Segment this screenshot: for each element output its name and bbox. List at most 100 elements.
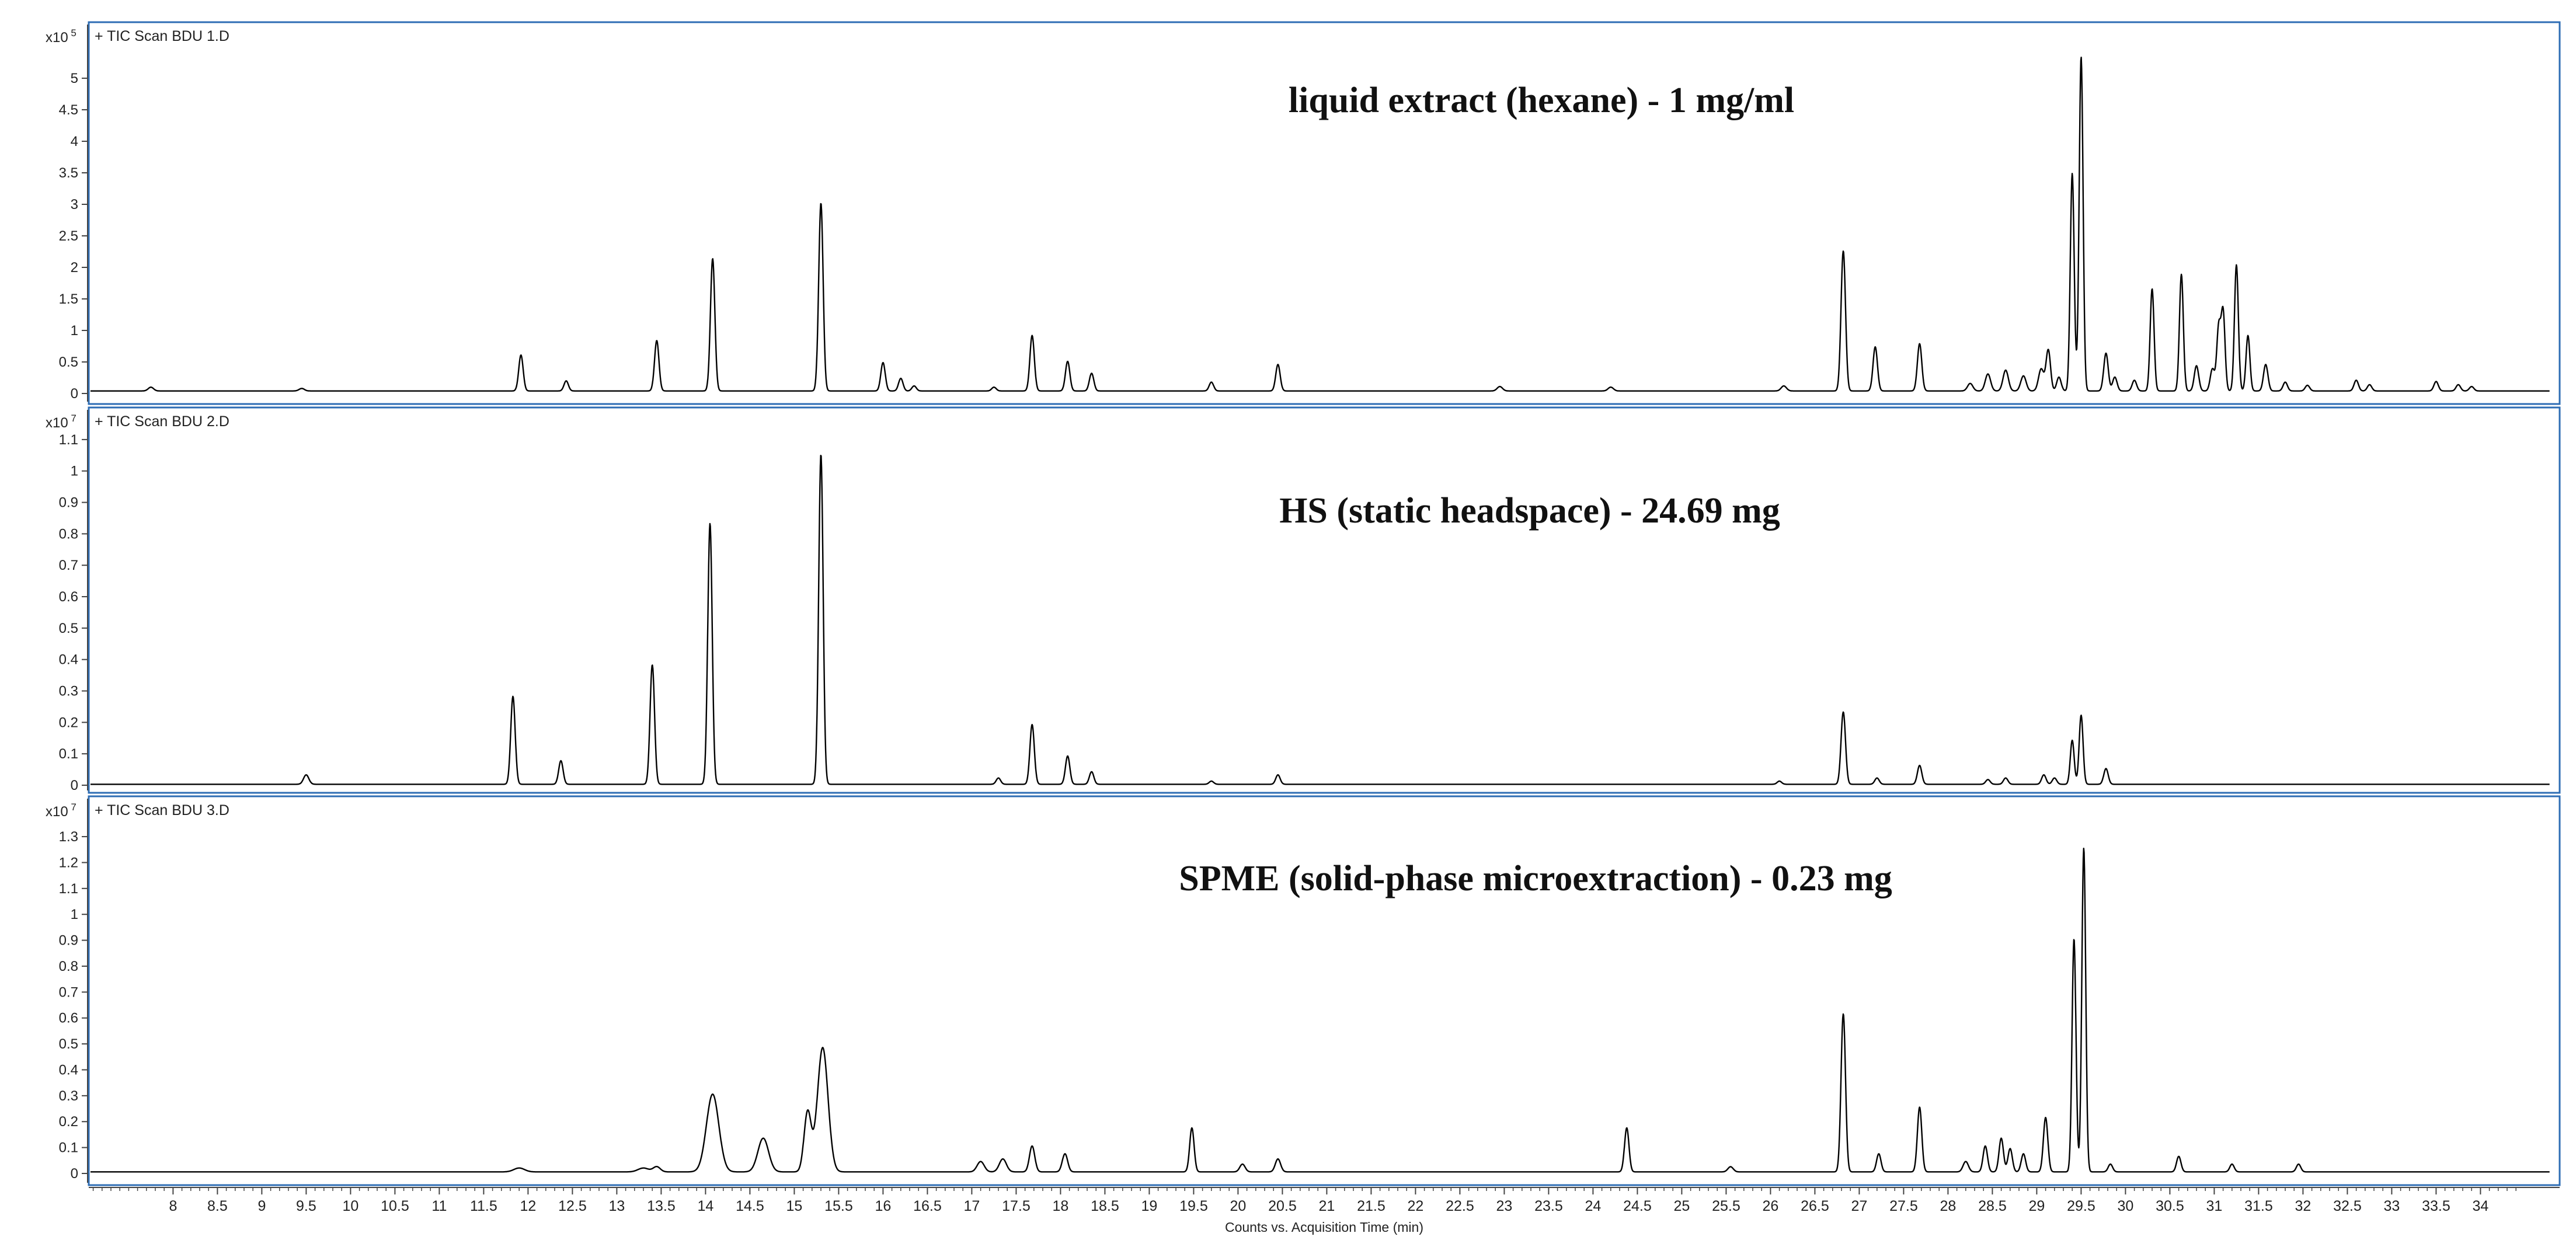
- y-tick-label: 0.1: [59, 746, 78, 762]
- y-tick-label: 0.4: [59, 652, 78, 668]
- panel-annotation: liquid extract (hexane) - 1 mg/ml: [1289, 81, 1794, 120]
- y-tick-label: 0.2: [59, 1114, 78, 1130]
- x-tick-label: 32.5: [2333, 1198, 2362, 1214]
- tic-trace: [90, 455, 2550, 785]
- panel-frame: [88, 795, 2561, 1186]
- x-tick-label: 25.5: [1712, 1198, 1740, 1214]
- x-tick-label: 23.5: [1534, 1198, 1563, 1214]
- panel-annotation: HS (static headspace) - 24.69 mg: [1279, 491, 1780, 531]
- x-tick-label: 26.5: [1801, 1198, 1829, 1214]
- x-tick-label: 14.5: [736, 1198, 764, 1214]
- y-tick-label: 5: [71, 71, 78, 86]
- x-tick-label: 30: [2117, 1198, 2133, 1214]
- x-tick-label: 31.5: [2244, 1198, 2273, 1214]
- x-tick-label: 12.5: [558, 1198, 587, 1214]
- x-axis: 8 8.5 9 9.5 10 10.5 11 11.5 12 12.5 13 13.5 14 14.5 15…: [89, 1187, 2560, 1235]
- x-axis-ticks: 8 8.5 9 9.5 10 10.5 11 11.5 12 12.5 13 13.5 14 14.5 15…: [92, 1187, 2516, 1214]
- x-tick-label: 28: [1940, 1198, 1956, 1214]
- x-tick-label: 29.5: [2067, 1198, 2095, 1214]
- chromatogram-panel-3: x10 7 + TIC Scan BDU 3.D 0 0.1 0.2 0.3 0.4 0.5 0…: [46, 795, 2561, 1186]
- x-tick-label: 11: [431, 1198, 447, 1214]
- x-tick-label: 25: [1673, 1198, 1690, 1214]
- x-tick-label: 8: [169, 1198, 177, 1214]
- x-tick-label: 17.5: [1002, 1198, 1031, 1214]
- panel-frame: [88, 406, 2561, 794]
- x-tick-label: 9: [257, 1198, 266, 1214]
- y-tick-label: 0.4: [59, 1062, 78, 1078]
- x-tick-label: 10.5: [381, 1198, 409, 1214]
- y-tick-label: 1.1: [59, 881, 78, 897]
- x-tick-label: 16: [875, 1198, 891, 1214]
- x-tick-label: 9.5: [296, 1198, 316, 1214]
- x-tick-label: 14: [697, 1198, 713, 1214]
- x-tick-label: 16.5: [913, 1198, 942, 1214]
- y-tick-label: 1: [71, 323, 78, 339]
- y-tick-label: 4.5: [59, 102, 78, 118]
- y-multiplier-label: x10 7: [46, 413, 76, 431]
- y-tick-label: 3.5: [59, 165, 78, 181]
- x-tick-label: 27: [1851, 1198, 1867, 1214]
- y-tick-label: 0.6: [59, 589, 78, 605]
- x-tick-label: 12: [520, 1198, 536, 1214]
- y-tick-label: 0.1: [59, 1140, 78, 1156]
- y-tick-label: 0.8: [59, 526, 78, 542]
- x-tick-label: 34: [2472, 1198, 2488, 1214]
- chromatogram-panel-1: x10 5 + TIC Scan BDU 1.D 0 0.5 1 1.5 2 2.5 3 3.5 4…: [46, 21, 2561, 405]
- x-tick-label: 8.5: [207, 1198, 228, 1214]
- x-tick-label: 21.5: [1357, 1198, 1386, 1214]
- x-tick-label: 11.5: [470, 1198, 497, 1214]
- x-tick-label: 29: [2028, 1198, 2045, 1214]
- x-tick-label: 26: [1762, 1198, 1778, 1214]
- x-tick-label: 13: [608, 1198, 625, 1214]
- y-tick-label: 2.5: [59, 228, 78, 244]
- x-tick-label: 17: [963, 1198, 980, 1214]
- x-tick-label: 30.5: [2156, 1198, 2184, 1214]
- y-tick-label: 0: [71, 778, 78, 793]
- x-tick-label: 19: [1141, 1198, 1157, 1214]
- y-tick-label: 0.3: [59, 684, 78, 699]
- x-tick-label: 27.5: [1889, 1198, 1918, 1214]
- x-tick-label: 28.5: [1978, 1198, 2007, 1214]
- tic-trace: [90, 57, 2550, 392]
- x-tick-label: 24.5: [1623, 1198, 1652, 1214]
- y-tick-label: 0: [71, 1166, 78, 1182]
- x-tick-label: 19.5: [1179, 1198, 1208, 1214]
- x-tick-label: 13.5: [647, 1198, 676, 1214]
- y-tick-label: 0.5: [59, 621, 78, 636]
- panel-title: + TIC Scan BDU 1.D: [95, 28, 229, 44]
- y-tick-label: 0.9: [59, 495, 78, 511]
- y-tick-label: 4: [71, 134, 78, 149]
- y-tick-label: 0.7: [59, 558, 78, 573]
- x-tick-label: 22: [1407, 1198, 1423, 1214]
- x-tick-label: 33.5: [2422, 1198, 2450, 1214]
- x-tick-label: 32: [2295, 1198, 2311, 1214]
- x-tick-label: 24: [1585, 1198, 1601, 1214]
- x-tick-label: 22.5: [1446, 1198, 1474, 1214]
- panels-layer: x10 5 + TIC Scan BDU 1.D 0 0.5 1 1.5 2 2.5 3 3.5 4…: [46, 21, 2561, 1186]
- y-tick-label: 0.8: [59, 959, 78, 974]
- y-tick-label: 0.2: [59, 715, 78, 730]
- y-tick-label: 0.7: [59, 984, 78, 1000]
- x-tick-label: 20: [1230, 1198, 1246, 1214]
- y-tick-label: 3: [71, 197, 78, 213]
- y-tick-label: 2: [71, 260, 78, 276]
- y-tick-label: 0: [71, 386, 78, 402]
- y-multiplier-label: x10 7: [46, 802, 76, 820]
- tic-trace: [90, 848, 2550, 1173]
- x-tick-label: 21: [1318, 1198, 1335, 1214]
- x-tick-label: 15: [786, 1198, 802, 1214]
- chromatogram-panel-2: x10 7 + TIC Scan BDU 2.D 0 0.1 0.2 0.3 0.4 0.5 0…: [46, 406, 2561, 794]
- x-tick-label: 15.5: [824, 1198, 853, 1214]
- x-axis-label: Counts vs. Acquisition Time (min): [1225, 1220, 1423, 1235]
- y-multiplier-label: x10 5: [46, 27, 76, 46]
- x-tick-label: 18.5: [1091, 1198, 1119, 1214]
- y-tick-label: 1.1: [59, 432, 78, 448]
- y-tick-label: 1.2: [59, 855, 78, 870]
- x-tick-label: 31: [2206, 1198, 2222, 1214]
- x-tick-label: 18: [1052, 1198, 1068, 1214]
- y-tick-label: 0.6: [59, 1011, 78, 1026]
- panel-title: + TIC Scan BDU 3.D: [95, 802, 229, 818]
- y-tick-label: 0.3: [59, 1088, 78, 1104]
